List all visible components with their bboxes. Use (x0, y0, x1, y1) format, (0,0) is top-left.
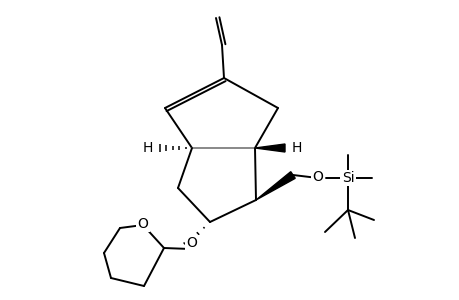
Text: O: O (312, 170, 323, 184)
Text: O: O (137, 217, 148, 231)
Text: O: O (186, 236, 197, 250)
Text: H: H (142, 141, 153, 155)
Polygon shape (254, 144, 285, 152)
Polygon shape (256, 172, 295, 200)
Text: H: H (291, 141, 302, 155)
Text: Si: Si (341, 171, 353, 185)
